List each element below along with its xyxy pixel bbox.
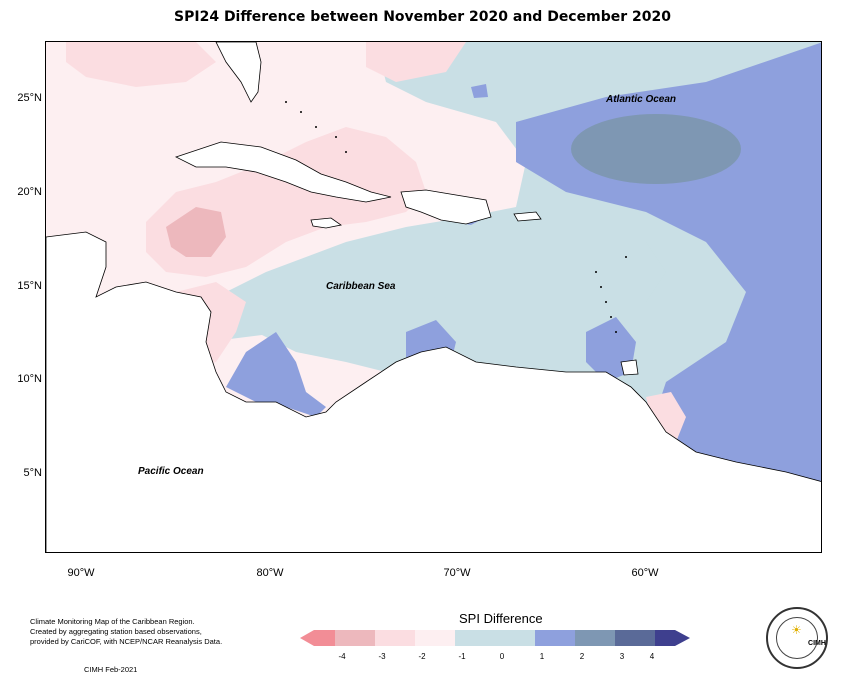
logo-abbreviation: CIMH [808,640,826,647]
map-plot-area [45,41,822,553]
legend-tick: 1 [539,652,545,661]
caribbean-sea-label: Caribbean Sea [326,281,396,292]
map-title: SPI24 Difference between November 2020 a… [174,9,671,25]
land-jamaica [310,217,342,229]
credits-line: provided by CariCOF, with NCEP/NCAR Rean… [30,637,223,646]
legend-title: SPI Difference [459,611,543,626]
blue-region-small [471,84,488,98]
dark-blue-anomaly [571,114,741,184]
colorbar-segment [375,630,415,646]
legend-tick: -4 [338,652,346,661]
colorbar-segment [535,630,575,646]
atlantic-ocean-label: Atlantic Ocean [606,94,677,105]
credits-line: Climate Monitoring Map of the Caribbean … [30,617,195,626]
colorbar-segment [335,630,375,646]
lat-label: 5°N [23,467,42,479]
coastlines [46,42,821,552]
spi-difference-map [46,42,821,552]
lon-label: 60°W [631,567,659,579]
legend-tick: 3 [619,652,625,661]
land-trinidad [620,359,639,376]
lat-label: 25°N [17,92,42,104]
lat-label: 20°N [17,186,42,198]
land-cuba [174,141,392,203]
cimh-date: CIMH Feb-2021 [84,665,138,674]
logo-inner-ring: ☀ CIMH [776,617,826,659]
lon-label: 70°W [443,567,471,579]
light-blue-region-caribbean [206,232,666,382]
colorbar-segment [615,630,655,646]
colorbar-segment [495,630,535,646]
credits-line: Created by aggregating station based obs… [30,627,202,636]
lon-label: 90°W [67,567,95,579]
land-florida [215,42,262,103]
colorbar-segment [455,630,495,646]
pink-region-north2 [366,42,466,82]
lon-label: 80°W [256,567,284,579]
colorbar-segment [575,630,615,646]
lat-label: 10°N [17,373,42,385]
medium-pink-region [166,207,226,257]
colorbar-arrow-left [300,630,335,646]
legend-tick: 0 [499,652,505,661]
legend-tick: 4 [649,652,655,661]
legend-tick: -2 [418,652,426,661]
lat-label: 15°N [17,280,42,292]
colorbar-svg [300,630,690,646]
pacific-ocean-label: Pacific Ocean [138,466,204,477]
colorbar-segment [415,630,455,646]
sun-icon: ☀ [791,623,802,637]
legend-tick: 2 [579,652,585,661]
land-puerto-rico [513,211,542,222]
legend-tick: -3 [378,652,386,661]
land-central-america [46,231,821,552]
credits-text: Climate Monitoring Map of the Caribbean … [30,617,222,647]
blue-region-colombia [226,332,326,417]
island-dots [285,101,627,333]
cimh-logo: ☀ CIMH [766,607,828,669]
colorbar-arrow-right [655,630,690,646]
land-hispaniola [400,189,492,225]
pink-region-north [66,42,216,87]
legend-tick: -1 [458,652,466,661]
